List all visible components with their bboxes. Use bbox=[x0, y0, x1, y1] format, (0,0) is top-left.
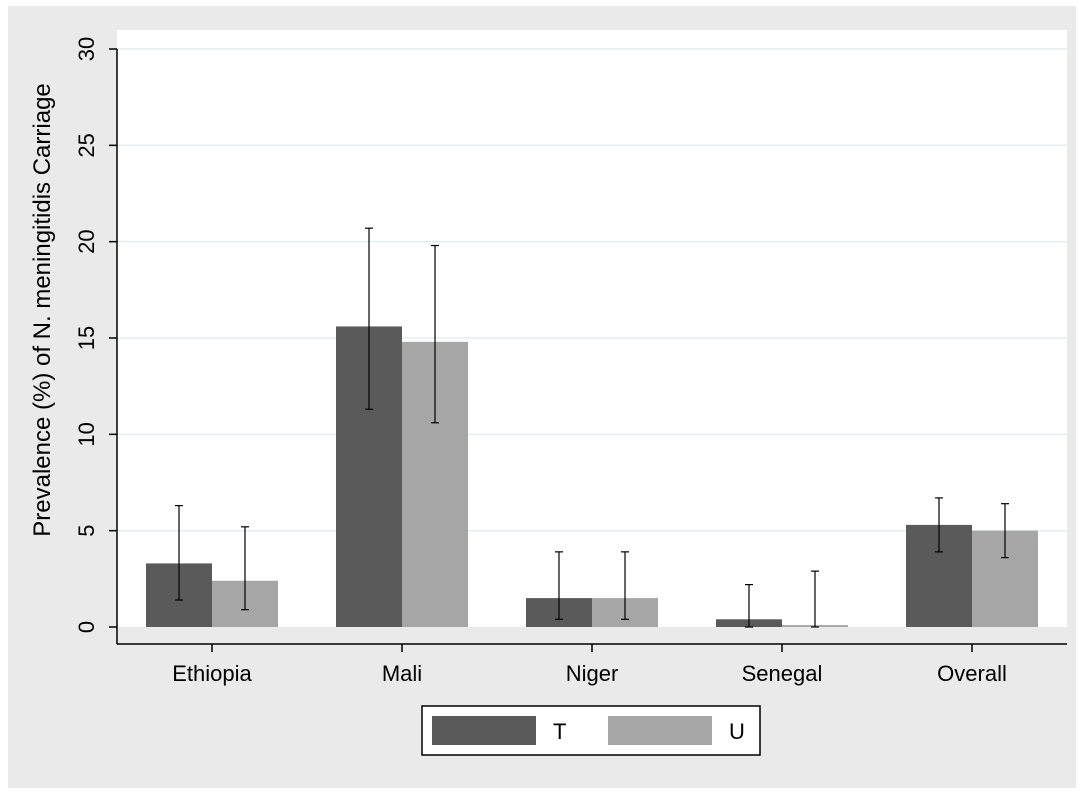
x-ticks-group: Ethiopia Mali Niger Senegal Overall bbox=[172, 644, 1007, 686]
y-axis-label: Prevalence (%) of N. meningitidis Carria… bbox=[29, 83, 56, 537]
x-tick-label: Niger bbox=[566, 661, 619, 686]
y-tick-label: 0 bbox=[74, 621, 99, 633]
error-bars-group bbox=[175, 227, 1009, 628]
y-tick-label: 15 bbox=[74, 326, 99, 350]
legend-swatch-t bbox=[432, 716, 536, 745]
x-tick-label: Mali bbox=[382, 661, 422, 686]
x-tick-label: Overall bbox=[937, 661, 1007, 686]
x-tick-label: Ethiopia bbox=[172, 661, 252, 686]
y-tick-label: 30 bbox=[74, 37, 99, 61]
legend-label-t: T bbox=[553, 719, 566, 744]
y-ticks-group: 0 5 10 15 20 25 30 bbox=[74, 37, 117, 633]
legend-swatch-u bbox=[608, 716, 712, 745]
y-tick-label: 25 bbox=[74, 133, 99, 157]
x-tick-label: Senegal bbox=[742, 661, 823, 686]
y-tick-label: 10 bbox=[74, 422, 99, 446]
legend-label-u: U bbox=[729, 719, 745, 744]
y-tick-label: 5 bbox=[74, 525, 99, 537]
y-tick-label: 20 bbox=[74, 229, 99, 253]
